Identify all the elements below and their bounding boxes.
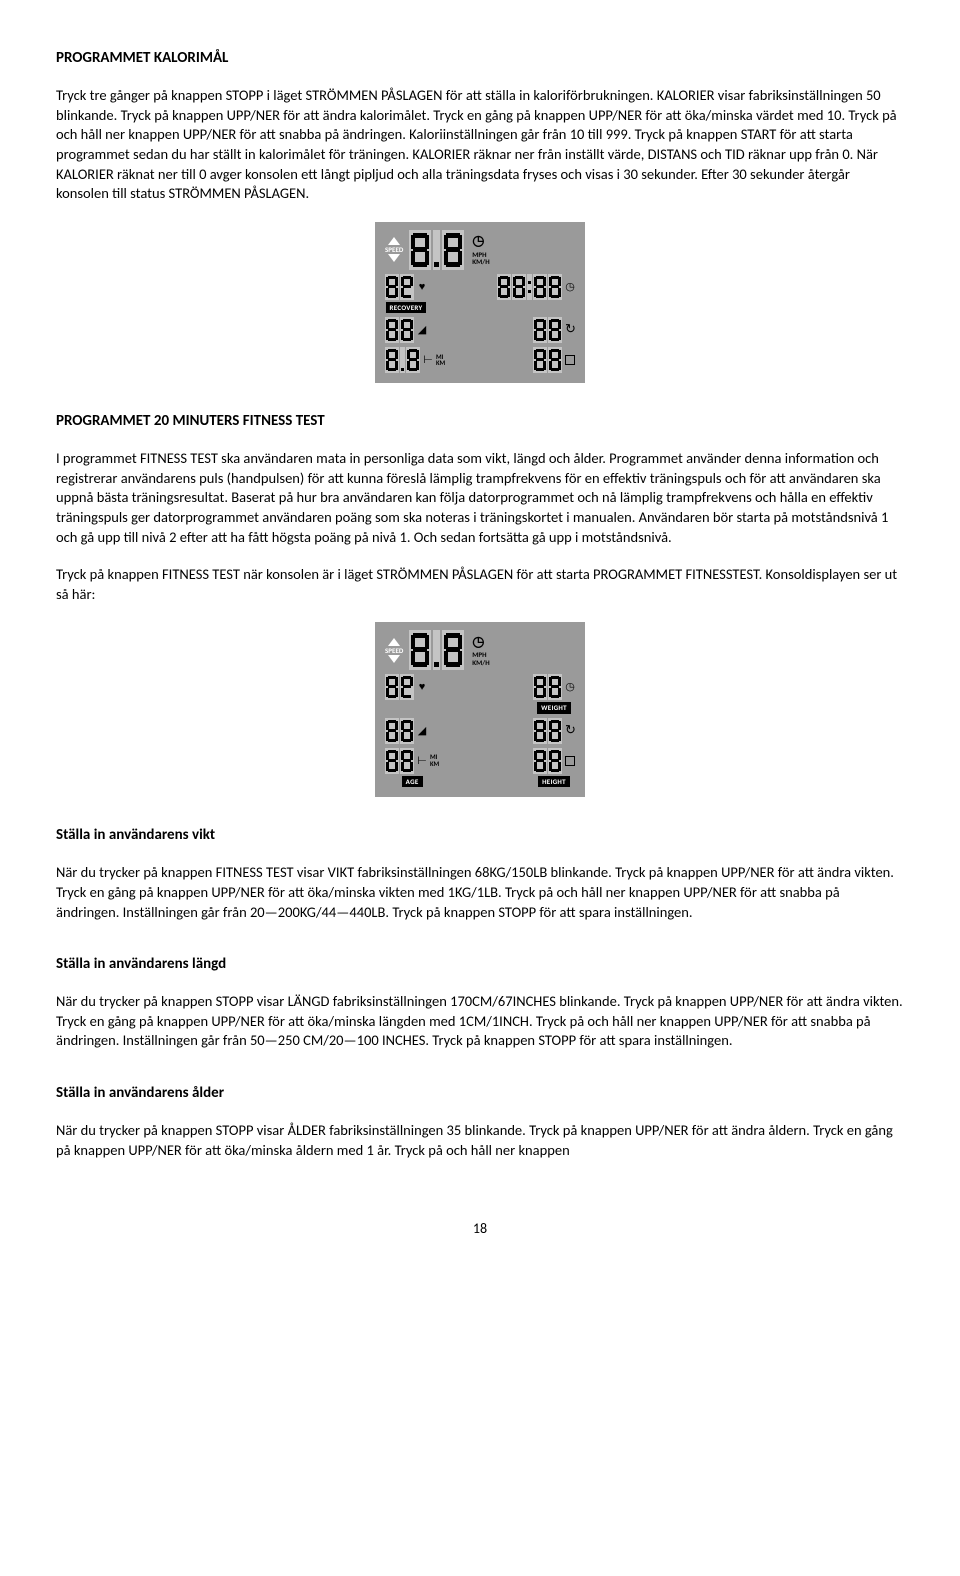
distance-readout bbox=[385, 347, 420, 373]
pulse-readout bbox=[385, 674, 414, 700]
speed-units: ◷ MPH KM/H bbox=[472, 634, 489, 667]
section2-p2: Tryck på knappen FITNESS TEST när konsol… bbox=[56, 565, 904, 604]
speed-down-icon bbox=[388, 254, 400, 262]
section4-title: Ställa in användarens längd bbox=[56, 954, 904, 974]
console-display-1: SPEED ◷ MPH KM/H bbox=[375, 222, 585, 383]
speed-up-icon bbox=[388, 638, 400, 646]
calorie-readout bbox=[533, 347, 562, 373]
speed-down-icon bbox=[388, 655, 400, 663]
badge-recovery: RECOVERY bbox=[386, 302, 427, 313]
height-readout bbox=[533, 748, 562, 774]
clock-icon: ◷ bbox=[472, 634, 489, 649]
pulse-readout bbox=[385, 274, 414, 300]
heart-icon: ♥ bbox=[417, 282, 427, 292]
weight-readout bbox=[533, 674, 562, 700]
rpm-readout bbox=[533, 718, 562, 744]
level-readout bbox=[385, 718, 414, 744]
speed-control: SPEED bbox=[385, 638, 403, 663]
track-icon: ⊢ bbox=[417, 756, 427, 766]
section3-body: När du trycker på knappen FITNESS TEST v… bbox=[56, 863, 904, 922]
badge-age: AGE bbox=[402, 776, 423, 787]
badge-height: HEIGHT bbox=[538, 776, 570, 787]
section2-title: PROGRAMMET 20 MINUTERS FITNESS TEST bbox=[56, 411, 904, 431]
distance-units: MI KM bbox=[430, 754, 439, 767]
heart-icon: ♥ bbox=[417, 682, 427, 692]
cal-icon bbox=[565, 756, 575, 766]
rpm-readout bbox=[533, 317, 562, 343]
lap-icon: ↻ bbox=[565, 726, 575, 736]
section2-p1: I programmet FITNESS TEST ska användaren… bbox=[56, 449, 904, 547]
level-readout bbox=[385, 317, 414, 343]
speed-up-icon bbox=[388, 237, 400, 245]
timer-icon: ◷ bbox=[565, 282, 575, 292]
distance-units: MI KM bbox=[436, 354, 445, 367]
timer-icon: ◷ bbox=[565, 682, 575, 692]
speed-readout bbox=[409, 630, 464, 670]
badge-weight: WEIGHT bbox=[537, 702, 571, 713]
section5-title: Ställa in användarens ålder bbox=[56, 1083, 904, 1103]
section1-title: PROGRAMMET KALORIMÅL bbox=[56, 48, 904, 68]
time-readout bbox=[497, 274, 562, 300]
lap-icon: ↻ bbox=[565, 325, 575, 335]
speed-control: SPEED bbox=[385, 237, 403, 262]
label-speed: SPEED bbox=[385, 246, 403, 253]
incline-icon: ◢ bbox=[417, 726, 427, 736]
section3-title: Ställa in användarens vikt bbox=[56, 825, 904, 845]
page-number: 18 bbox=[56, 1220, 904, 1239]
clock-icon: ◷ bbox=[472, 233, 489, 248]
track-icon: ⊢ bbox=[423, 355, 433, 365]
speed-units: ◷ MPH KM/H bbox=[472, 233, 489, 266]
incline-icon: ◢ bbox=[417, 325, 427, 335]
speed-readout bbox=[409, 230, 464, 270]
label-speed: SPEED bbox=[385, 647, 403, 654]
section5-body: När du trycker på knappen STOPP visar ÅL… bbox=[56, 1121, 904, 1160]
cal-icon bbox=[565, 355, 575, 365]
age-readout bbox=[385, 748, 414, 774]
console-display-2: SPEED ◷ MPH KM/H bbox=[375, 622, 585, 797]
section1-body: Tryck tre gånger på knappen STOPP i läge… bbox=[56, 86, 904, 203]
section4-body: När du trycker på knappen STOPP visar LÄ… bbox=[56, 992, 904, 1051]
